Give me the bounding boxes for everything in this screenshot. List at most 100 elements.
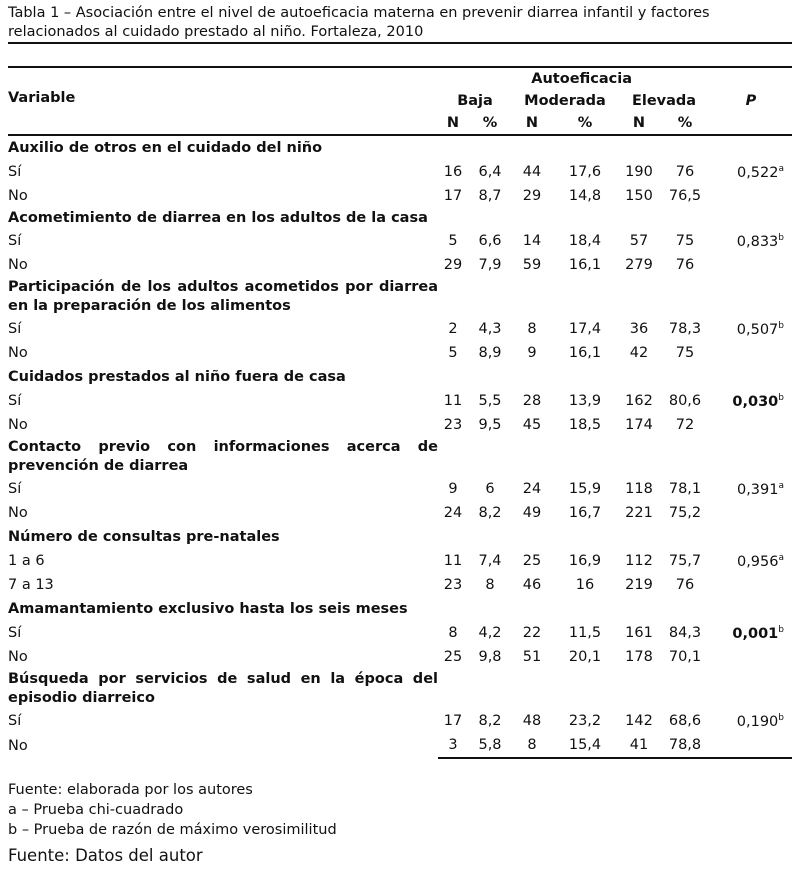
p-test-marker: a (778, 480, 784, 491)
table-body: Auxilio de otros en el cuidado del niño S… (8, 135, 792, 759)
p-empty (710, 413, 792, 437)
cell-value: 76,5 (668, 188, 702, 204)
table-row: Sí 16 6,4 44 17,6 190 76 0,522a (8, 160, 792, 184)
cell-value: 80,6 (668, 393, 702, 409)
cell-value: 6,6 (478, 233, 502, 249)
cell-value: 14,8 (568, 188, 602, 204)
cell-value: 46 (522, 577, 542, 593)
cell-value: 24 (522, 481, 542, 497)
cell-value: 279 (625, 257, 653, 273)
row-label: Sí (8, 393, 22, 409)
cell-value: 174 (625, 417, 653, 433)
p-empty (710, 573, 792, 597)
cell-value: 18,5 (568, 417, 602, 433)
header-pct: % (482, 115, 498, 131)
cell-value: 44 (522, 164, 542, 180)
row-label: Sí (8, 164, 22, 180)
cell-value: 18,4 (568, 233, 602, 249)
footnote-a: a – Prueba chi-cuadrado (8, 802, 184, 818)
cell-value: 4,2 (478, 625, 502, 641)
cell-value: 68,6 (668, 713, 702, 729)
table-row: No 23 9,5 45 18,5 174 72 (8, 413, 792, 437)
p-value-text: 0,030 (732, 393, 779, 410)
cell-value: 25 (522, 553, 542, 569)
header-variable: Variable (8, 90, 76, 106)
p-value-text: 0,833 (736, 233, 779, 250)
table-row: No 5 8,9 9 16,1 42 75 (8, 341, 792, 365)
cell-value: 219 (625, 577, 653, 593)
cell-value: 2 (448, 321, 458, 337)
header-baja: Baja (457, 93, 493, 109)
cell-value: 36 (629, 321, 649, 337)
table-row: 7 a 13 23 8 46 16 219 76 (8, 573, 792, 597)
table-row: No 3 5,8 8 15,4 41 78,8 (8, 733, 792, 759)
p-value: 0,001b (710, 621, 792, 645)
group-row: Amamantamiento exclusivo hasta los seis … (8, 597, 792, 621)
cell-value: 11 (443, 393, 463, 409)
cell-value: 76 (675, 164, 695, 180)
cell-value: 142 (625, 713, 653, 729)
cell-value: 16 (575, 577, 595, 593)
cell-value: 7,9 (478, 257, 502, 273)
cell-value: 42 (629, 345, 649, 361)
row-label: Sí (8, 713, 22, 729)
group-title: Cuidados prestados al niño fuera de casa (8, 368, 346, 385)
header-p: P (745, 93, 757, 109)
group-title: Auxilio de otros en el cuidado del niño (8, 139, 323, 156)
table-row: No 17 8,7 29 14,8 150 76,5 (8, 184, 792, 208)
cell-value: 25 (443, 649, 463, 665)
cell-value: 118 (625, 481, 653, 497)
cell-value: 16 (443, 164, 463, 180)
p-value-text: 0,190 (736, 713, 779, 730)
cell-value: 14 (522, 233, 542, 249)
cell-value: 11,5 (568, 625, 602, 641)
p-test-marker: b (778, 320, 784, 331)
data-table: Autoeficacia Variable Baja Moderada Elev… (8, 68, 792, 759)
header-n: N (446, 115, 460, 131)
group-title: Contacto previo con informaciones acerca… (8, 439, 438, 474)
p-value: 0,391a (710, 477, 792, 501)
cell-value: 8,2 (478, 713, 502, 729)
cell-value: 78,1 (668, 481, 702, 497)
header-pct: % (677, 115, 693, 131)
cell-value: 51 (522, 649, 542, 665)
cell-value: 8,7 (478, 188, 502, 204)
header-pct: % (577, 115, 593, 131)
cell-value: 6 (485, 481, 495, 497)
cell-value: 9,8 (478, 649, 502, 665)
row-label: No (8, 188, 28, 204)
p-value-text: 0,522 (736, 164, 779, 181)
group-row: Número de consultas pre-natales (8, 525, 792, 549)
table-row: Sí 2 4,3 8 17,4 36 78,3 0,507b (8, 317, 792, 341)
cell-value: 8,2 (478, 505, 502, 521)
p-value: 0,956a (710, 549, 792, 573)
table-top-rule (8, 66, 792, 68)
row-label: No (8, 649, 28, 665)
cell-value: 28 (522, 393, 542, 409)
cell-value: 24 (443, 505, 463, 521)
row-label: Sí (8, 625, 22, 641)
cell-value: 57 (629, 233, 649, 249)
cell-value: 5,5 (478, 393, 502, 409)
cell-value: 190 (625, 164, 653, 180)
group-title: Acometimiento de diarrea en los adultos … (8, 210, 428, 226)
table-row: Sí 8 4,2 22 11,5 161 84,3 0,001b (8, 621, 792, 645)
footnote-b: b – Prueba de razón de máximo verosimili… (8, 822, 337, 838)
cell-value: 8 (448, 625, 458, 641)
p-empty (710, 341, 792, 365)
cell-value: 84,3 (668, 625, 702, 641)
p-test-marker: b (778, 624, 784, 635)
p-empty (710, 184, 792, 208)
row-label: No (8, 505, 28, 521)
cell-value: 17,4 (568, 321, 602, 337)
cell-value: 59 (522, 257, 542, 273)
cell-value: 22 (522, 625, 542, 641)
header-n: N (632, 115, 646, 131)
row-label: Sí (8, 321, 22, 337)
cell-value: 29 (522, 188, 542, 204)
cell-value: 75 (675, 233, 695, 249)
cell-value: 48 (522, 713, 542, 729)
cell-value: 11 (443, 553, 463, 569)
group-row: Cuidados prestados al niño fuera de casa (8, 365, 792, 389)
row-label: No (8, 737, 28, 754)
